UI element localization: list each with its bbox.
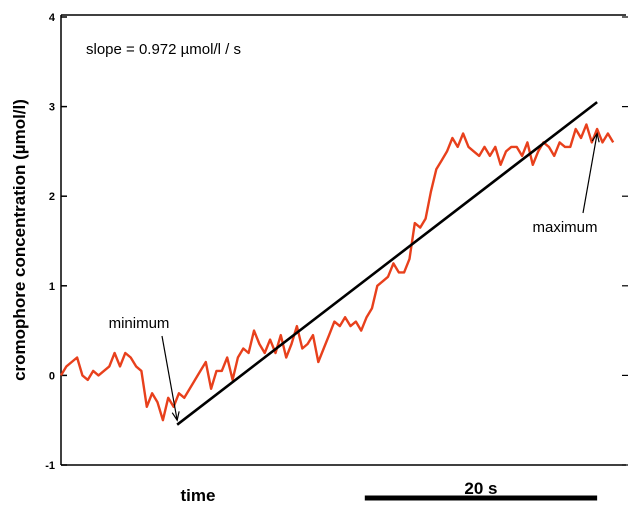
annotation-arrow [161,335,178,421]
annotation-arrowhead [591,131,600,143]
y-tick-label: 0 [49,370,55,382]
y-tick-label: 2 [49,191,55,203]
annotation-arrow [582,133,598,214]
scale-bar-label: 20 s [464,479,497,498]
annotation-label: minimum [109,315,170,332]
annotation-label: maximum [532,219,597,236]
series-line-fit [176,101,598,426]
y-axis-title: cromophore concentration (µmol/l) [10,99,29,381]
y-ticks: -1 0 1 2 3 4 [45,12,67,472]
y-tick-label: 3 [49,102,55,114]
slope-annotation: slope = 0.972 µmol/l / s [86,41,241,58]
y-tick-label: 1 [49,281,55,293]
series-line-signal [59,123,615,422]
annotations: minimum maximum [109,131,600,422]
x-axis-title: time [181,486,216,505]
y-tick-label: 4 [49,12,56,24]
y-tick-label: -1 [45,460,55,472]
annotation-arrowhead [171,411,180,422]
right-ticks [622,16,628,466]
